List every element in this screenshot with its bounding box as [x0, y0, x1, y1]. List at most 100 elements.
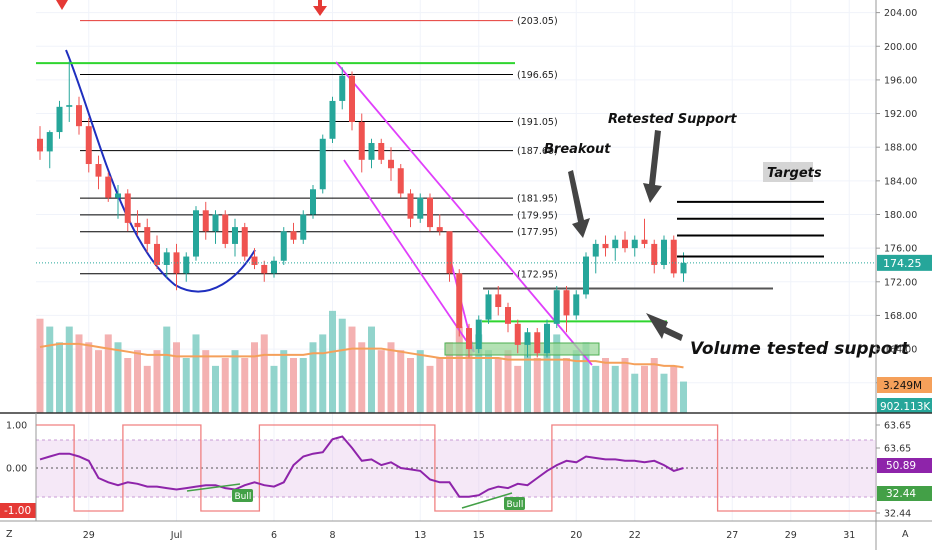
level-label: (172.95) — [517, 269, 558, 280]
volume-bar — [621, 358, 629, 413]
volume-bar — [299, 358, 307, 413]
time-tick-label: 29 — [83, 530, 95, 541]
level-label: (191.05) — [517, 117, 558, 128]
volume-bar — [280, 350, 288, 413]
oscillator-signal-label: 32.44 — [886, 488, 916, 500]
candle-body — [105, 176, 112, 198]
candle-body — [436, 227, 443, 232]
volume-bar — [563, 358, 570, 413]
time-tick-label: 29 — [785, 530, 797, 541]
candle-body — [193, 210, 199, 257]
oscillator-value-label: 50.89 — [886, 460, 916, 472]
oscillator-left-badge — [0, 503, 36, 518]
candle-body — [232, 227, 238, 244]
volume-bar — [319, 334, 327, 413]
level-label: (187.60) — [517, 146, 558, 157]
volume-bar — [514, 365, 522, 413]
channel-lower-line — [343, 159, 475, 353]
time-tick-label: Jul — [170, 530, 182, 541]
time-tick-label: 22 — [629, 530, 641, 541]
candle-body — [514, 323, 521, 345]
volume-bar — [358, 342, 366, 413]
volume-bar — [104, 334, 112, 413]
volume-bar — [65, 326, 73, 413]
target-lines — [677, 200, 824, 258]
volume-bar — [260, 334, 268, 413]
candle-body — [290, 231, 297, 240]
footer-right-label[interactable]: A — [902, 529, 909, 540]
price-tick-label: 172.00 — [884, 277, 917, 288]
candle-body — [261, 264, 268, 274]
volume-bar — [56, 342, 63, 413]
volume-bars — [36, 310, 687, 413]
candle-body — [397, 168, 404, 194]
volume-bar — [524, 342, 531, 413]
oscillator-right-tick: 32.44 — [884, 509, 911, 520]
candle-body — [505, 307, 511, 324]
candle-body — [661, 239, 667, 265]
candle-body — [310, 189, 316, 215]
candle-body — [163, 252, 170, 265]
volume-bar — [475, 334, 483, 413]
volume-bar — [572, 350, 580, 413]
candle-body — [524, 332, 531, 345]
volume-bar — [465, 342, 473, 413]
fibonacci-levels: (203.05) (196.65) (191.05) (187.60) (181.95)… — [80, 16, 558, 280]
volume-bar — [134, 350, 141, 413]
volume-bar — [582, 342, 590, 413]
candle-body — [95, 164, 102, 177]
time-tick-label: 13 — [414, 530, 426, 541]
volume-bar — [368, 326, 375, 413]
volume-bar — [85, 342, 93, 413]
candle-body — [602, 243, 609, 249]
volume-ma-label: 3.249M — [883, 380, 922, 392]
oscillator-left-tick: 0.00 — [6, 464, 27, 475]
candle-body — [495, 294, 502, 308]
candle-body — [124, 193, 131, 223]
price-tick-label: 204.00 — [884, 8, 917, 19]
bull-badge — [232, 489, 253, 502]
candle-body — [222, 214, 229, 244]
candle-body — [544, 323, 550, 354]
candle-body — [427, 197, 433, 228]
footer-left-label[interactable]: Z — [6, 529, 13, 540]
candle-body — [173, 252, 180, 274]
volume-bar — [407, 358, 414, 413]
last-price-badge — [877, 254, 932, 271]
volume-bar — [290, 358, 297, 413]
volume-bar — [251, 342, 258, 413]
candle-body — [144, 227, 151, 244]
candle-body — [85, 126, 92, 165]
price-axis: 204.00 200.00 196.00 192.00 188.00 184.00 180.… — [876, 8, 932, 413]
candle-body — [670, 239, 677, 274]
volume-bar — [670, 365, 678, 413]
bull-badge — [504, 497, 525, 510]
oscillator-signal-badge — [877, 486, 932, 501]
candle-body — [378, 142, 385, 160]
candle-body — [183, 256, 190, 274]
level-label: (203.05) — [517, 16, 558, 27]
candle-body — [251, 256, 258, 265]
candle-body — [651, 243, 658, 265]
down-arrow-icon — [313, 0, 327, 16]
volume-bar — [182, 358, 190, 413]
candle-body — [583, 256, 589, 295]
level-label: (181.95) — [517, 194, 558, 205]
candle-body — [154, 243, 160, 265]
volume-bar — [641, 365, 648, 413]
volume-ma-line — [39, 342, 684, 369]
time-tick-label: 8 — [329, 530, 335, 541]
volume-bar — [455, 326, 463, 413]
volume-ma-badge — [877, 377, 932, 393]
volume-bar — [114, 342, 122, 413]
oscillator-left-badge-label: -1.00 — [4, 505, 31, 517]
price-tick-label: 196.00 — [884, 75, 917, 86]
candle-body — [115, 193, 121, 198]
level-label: (196.65) — [517, 70, 558, 81]
candle-body — [349, 75, 355, 122]
oscillator-right-tick: 63.65 — [884, 421, 911, 432]
volume-bar — [36, 318, 44, 413]
oscillator-value-badge — [877, 458, 932, 473]
price-tick-label: 192.00 — [884, 109, 917, 120]
